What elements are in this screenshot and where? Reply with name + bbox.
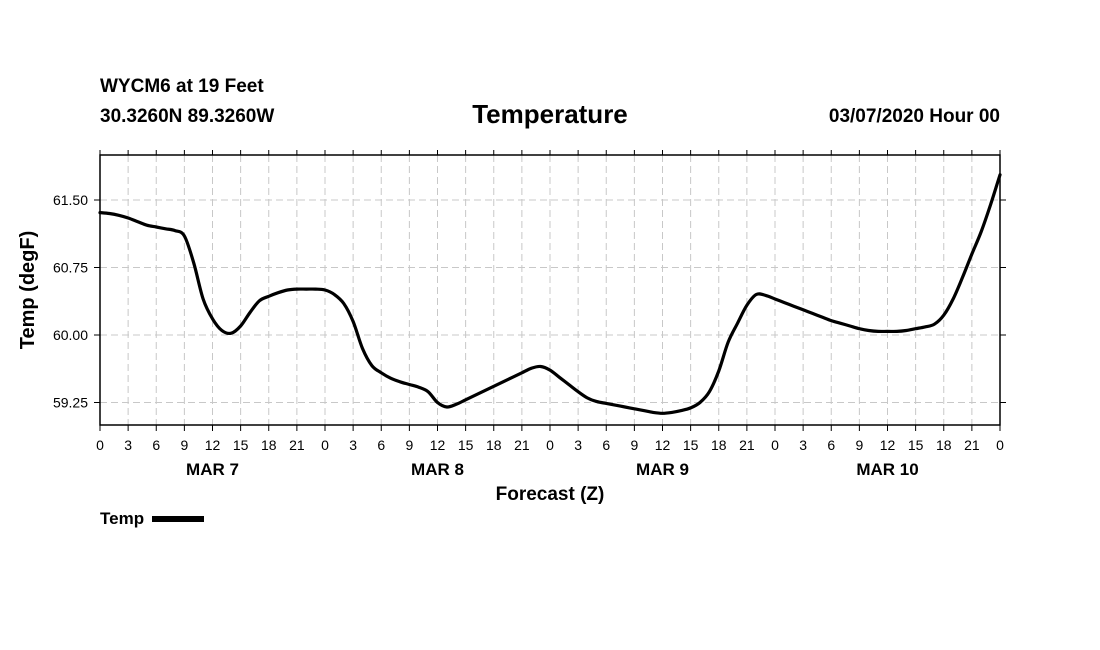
x-tick-label: 0 <box>996 437 1004 453</box>
legend-swatch <box>152 516 205 522</box>
x-tick-label: 12 <box>205 437 221 453</box>
y-tick-label: 60.00 <box>53 327 88 343</box>
x-tick-label: 6 <box>827 437 835 453</box>
x-tick-label: 21 <box>964 437 980 453</box>
x-day-label: MAR 10 <box>856 460 918 479</box>
x-tick-label: 21 <box>289 437 305 453</box>
x-axis: 0 3 6 9 12 15 18 21 0 3 6 9 12 15 18 21 0 3 6 9 12 15 18 21 0 3 6 9… <box>96 150 1004 479</box>
legend-label: Temp <box>100 509 145 528</box>
x-tick-label: 3 <box>574 437 582 453</box>
x-tick-label: 18 <box>936 437 952 453</box>
y-axis: 59.25 60.00 60.75 61.50 <box>53 192 1006 411</box>
x-tick-label: 6 <box>377 437 385 453</box>
series-group <box>98 173 1002 415</box>
x-tick-label: 3 <box>124 437 132 453</box>
coordinates-label: 30.3260N 89.3260W <box>100 106 275 127</box>
x-tick-label: 6 <box>152 437 160 453</box>
y-tick-label: 59.25 <box>53 395 88 411</box>
series-line-temp <box>98 173 1002 415</box>
legend: Temp <box>100 509 205 529</box>
x-tick-label: 9 <box>855 437 863 453</box>
x-tick-label: 9 <box>405 437 413 453</box>
chart-title: Temperature <box>472 99 628 129</box>
y-tick-label: 60.75 <box>53 260 88 276</box>
x-axis-title: Forecast (Z) <box>496 484 605 505</box>
grid-lines <box>100 155 1000 425</box>
x-tick-label: 15 <box>233 437 249 453</box>
x-tick-label: 0 <box>771 437 779 453</box>
x-tick-label: 0 <box>321 437 329 453</box>
x-tick-label: 9 <box>630 437 638 453</box>
station-label: WYCM6 at 19 Feet <box>100 76 264 97</box>
y-axis-title: Temp (degF) <box>17 231 39 350</box>
x-tick-label: 3 <box>349 437 357 453</box>
forecast-datetime: 03/07/2020 Hour 00 <box>828 106 1000 127</box>
x-day-label: MAR 7 <box>186 460 239 479</box>
x-tick-label: 0 <box>96 437 104 453</box>
x-tick-label: 21 <box>514 437 530 453</box>
x-tick-label: 21 <box>739 437 755 453</box>
x-day-label: MAR 8 <box>411 460 464 479</box>
x-tick-label: 18 <box>261 437 277 453</box>
x-tick-label: 0 <box>546 437 554 453</box>
x-tick-label: 12 <box>430 437 446 453</box>
y-tick-label: 61.50 <box>53 192 88 208</box>
x-tick-label: 12 <box>880 437 896 453</box>
x-tick-label: 15 <box>458 437 474 453</box>
x-tick-label: 15 <box>908 437 924 453</box>
x-tick-label: 3 <box>799 437 807 453</box>
x-tick-label: 18 <box>711 437 727 453</box>
x-tick-label: 9 <box>180 437 188 453</box>
x-day-label: MAR 9 <box>636 460 689 479</box>
x-tick-label: 6 <box>602 437 610 453</box>
x-tick-label: 15 <box>683 437 699 453</box>
x-tick-label: 12 <box>655 437 671 453</box>
x-tick-label: 18 <box>486 437 502 453</box>
